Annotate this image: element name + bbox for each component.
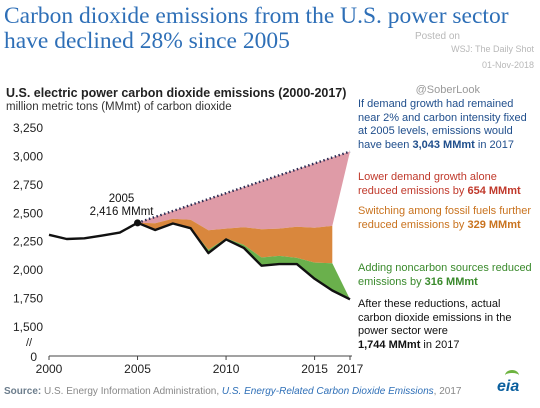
annotation-year: 2005: [109, 193, 135, 205]
y-tick-label-zero: 0: [30, 350, 37, 364]
y-tick-label: 3,000: [13, 149, 43, 163]
handle-label: @SoberLook: [415, 84, 480, 96]
y-tick-label: 2,000: [13, 263, 43, 277]
area-lower-demand: [137, 151, 350, 231]
y-tick-label: 2,750: [13, 178, 43, 192]
headline: Carbon dioxide emissions from the U.S. p…: [4, 3, 509, 54]
date-label: 01-Nov-2018: [481, 60, 534, 70]
x-tick-label: 2015: [301, 362, 328, 376]
note-noncarbon: Adding noncarbon sources reduced emissio…: [358, 262, 532, 288]
area-fuel-switching: [137, 218, 333, 264]
note-fuel-switching: Switching among fossil fuels further red…: [358, 205, 532, 231]
note-actual: After these reductions, actual carbon di…: [358, 298, 512, 351]
y-tick-label: 2,250: [13, 235, 43, 249]
source-link[interactable]: U.S. Energy-Related Carbon Dioxide Emiss…: [221, 386, 434, 397]
outlet-label: WSJ: The Daily Shot: [451, 44, 534, 54]
projection-line: [137, 150, 351, 224]
y-tick-label: 2,500: [13, 206, 43, 220]
eia-logo: eia: [497, 378, 520, 395]
area-noncarbon: [137, 222, 350, 300]
chart-y-axis-label: million metric tons (MMmt) of carbon dio…: [6, 101, 232, 113]
y-tick-label: 3,250: [13, 121, 43, 135]
x-tick-label: 2005: [124, 362, 151, 376]
eia-logo-arc: [505, 370, 519, 381]
x-tick-label: 2010: [213, 362, 240, 376]
marker-2005: [134, 219, 142, 227]
source-line: Source: U.S. Energy Information Administ…: [4, 386, 462, 397]
note-lower-demand: Lower demand growth alone reduced emissi…: [358, 171, 521, 197]
chart-title: U.S. electric power carbon dioxide emiss…: [6, 86, 347, 100]
annotation-value: 2,416 MMmt: [90, 206, 155, 218]
x-tick-label: 2017: [337, 362, 364, 376]
y-axis-break: //: [26, 337, 33, 349]
y-tick-label: 1,500: [13, 320, 43, 334]
posted-label: Posted on: [414, 31, 460, 42]
x-tick-label: 2000: [36, 362, 63, 376]
actual-emissions-line: [48, 221, 351, 301]
y-tick-label: 1,750: [13, 292, 43, 306]
note-projection: If demand growth had remained near 2% an…: [358, 98, 527, 151]
